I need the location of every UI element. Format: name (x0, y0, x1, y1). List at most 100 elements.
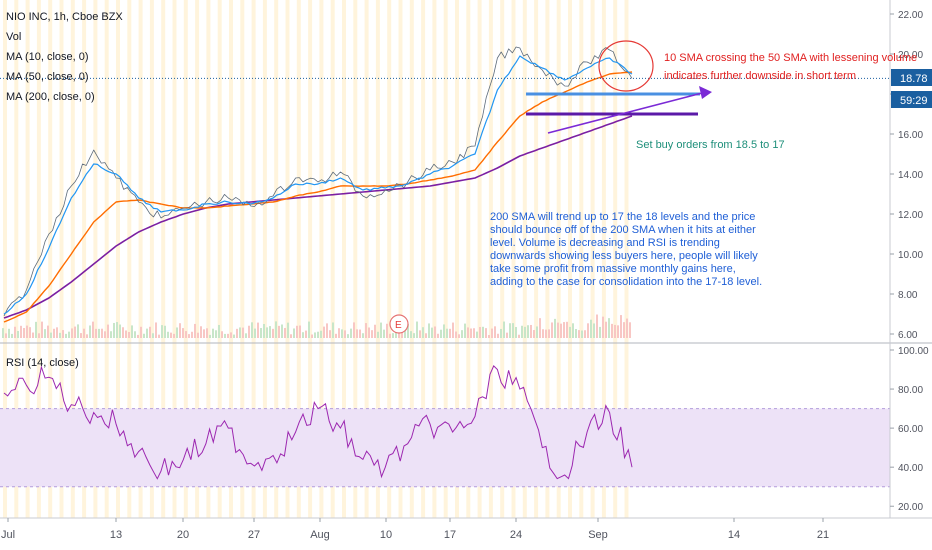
volume-bar (176, 327, 178, 338)
volume-bar (122, 327, 124, 338)
volume-bar (158, 334, 160, 338)
session-stripe (319, 0, 324, 518)
legend-ma50[interactable]: MA (50, close, 0) (6, 71, 89, 83)
volume-bar (497, 333, 499, 338)
volume-bar (302, 332, 304, 338)
annotation-analysis-line5: take some profit from massive monthly ga… (490, 263, 736, 275)
session-stripe (601, 0, 606, 518)
volume-bar (209, 334, 211, 338)
session-stripe (149, 0, 154, 518)
volume-bar (416, 321, 418, 338)
volume-bar (560, 323, 562, 338)
volume-bar (572, 323, 574, 338)
volume-bar (236, 328, 238, 338)
volume-bar (398, 331, 400, 338)
volume-bar (5, 333, 7, 338)
volume-bar (380, 322, 382, 338)
volume-bar (449, 328, 451, 338)
volume-bar (386, 323, 388, 338)
rsi-tick-label: 20.00 (898, 502, 923, 513)
volume-bar (626, 318, 628, 338)
volume-bar (260, 328, 262, 338)
volume-bar (212, 328, 214, 338)
session-stripe (330, 0, 335, 518)
volume-bar (128, 331, 130, 338)
volume-bar (242, 327, 244, 338)
volume-bar (431, 327, 433, 338)
price-tick-label: 6.00 (898, 330, 918, 341)
volume-bar (344, 330, 346, 338)
volume-bar (584, 330, 586, 338)
volume-bar (140, 326, 142, 338)
volume-bar (599, 326, 601, 338)
volume-bar (620, 315, 622, 338)
volume-bar (101, 328, 103, 338)
volume-bar (494, 326, 496, 338)
annotation-analysis-line1: 200 SMA will trend up to 17 the 18 level… (490, 211, 755, 223)
volume-bar (371, 330, 373, 338)
session-stripe (522, 0, 527, 518)
time-tick-label: Jul (1, 529, 15, 541)
session-stripe (296, 0, 301, 518)
session-stripe (545, 0, 550, 518)
volume-bar (524, 326, 526, 338)
volume-bar (329, 330, 331, 338)
volume-bar (413, 333, 415, 338)
volume-bar (542, 329, 544, 338)
legend-rsi[interactable]: RSI (14, close) (6, 357, 79, 369)
session-stripe (82, 0, 87, 518)
session-stripe (568, 0, 572, 518)
volume-bar (278, 325, 280, 338)
annotation-buy-orders: Set buy orders from 18.5 to 17 (636, 139, 785, 151)
volume-bar (146, 328, 148, 338)
user-drawings[interactable] (526, 40, 712, 134)
chart-title[interactable]: NIO INC, 1h, Cboe BZX (6, 11, 123, 23)
volume-bar (422, 327, 424, 338)
annotation-analysis-line2: should bounce off of the 200 SMA when it… (490, 224, 756, 236)
legend-ma200[interactable]: MA (200, close, 0) (6, 91, 95, 103)
legend-ma10[interactable]: MA (10, close, 0) (6, 51, 89, 63)
annotation-analysis-line4: downwards showing less buyers here, peop… (490, 250, 758, 262)
legend-vol[interactable]: Vol (6, 31, 21, 43)
ma200-line (3, 115, 633, 319)
ma50-line (3, 71, 633, 323)
time-tick-label: Sep (588, 529, 608, 541)
rsi-axis[interactable]: 100.00 80.00 60.00 40.00 20.00 (890, 346, 929, 513)
volume-bar (104, 331, 106, 338)
volume-bar (248, 325, 250, 338)
sma-cross-highlight-ellipse[interactable] (598, 40, 654, 92)
volume-bar (485, 328, 487, 338)
volume-bar (17, 331, 19, 338)
volume-bar (296, 325, 298, 338)
volume-bar (467, 327, 469, 338)
volume-bar (482, 326, 484, 338)
trend-arrow-line[interactable] (547, 91, 707, 134)
volume-bar (362, 333, 364, 338)
volume-bar (434, 326, 436, 338)
volume-bar (173, 333, 175, 338)
volume-bar (257, 322, 259, 338)
volume-bar (569, 326, 571, 338)
session-stripe (229, 0, 233, 518)
session-stripe (262, 0, 267, 518)
volume-bar (134, 331, 136, 338)
earnings-marker-circle[interactable] (389, 314, 409, 334)
session-stripe (556, 0, 561, 518)
volume-bar (149, 326, 151, 338)
volume-bar (200, 326, 202, 338)
price-tick-label: 16.00 (898, 130, 923, 141)
volume-bar (86, 334, 88, 338)
volume-bar (53, 328, 55, 338)
volume-bar (26, 325, 28, 338)
last-price-label: 18.78 (900, 73, 928, 85)
volume-bar (596, 314, 598, 338)
volume-bar (488, 334, 490, 338)
volume-bar (428, 323, 430, 338)
volume-bar (611, 323, 613, 338)
time-tick-label: Aug (310, 529, 330, 541)
session-stripes (3, 0, 629, 518)
volume-bar (110, 331, 112, 338)
rsi-line-group (3, 365, 633, 480)
time-axis[interactable]: Jul 13 20 27 Aug 10 17 24 Sep 14 21 (1, 518, 829, 541)
